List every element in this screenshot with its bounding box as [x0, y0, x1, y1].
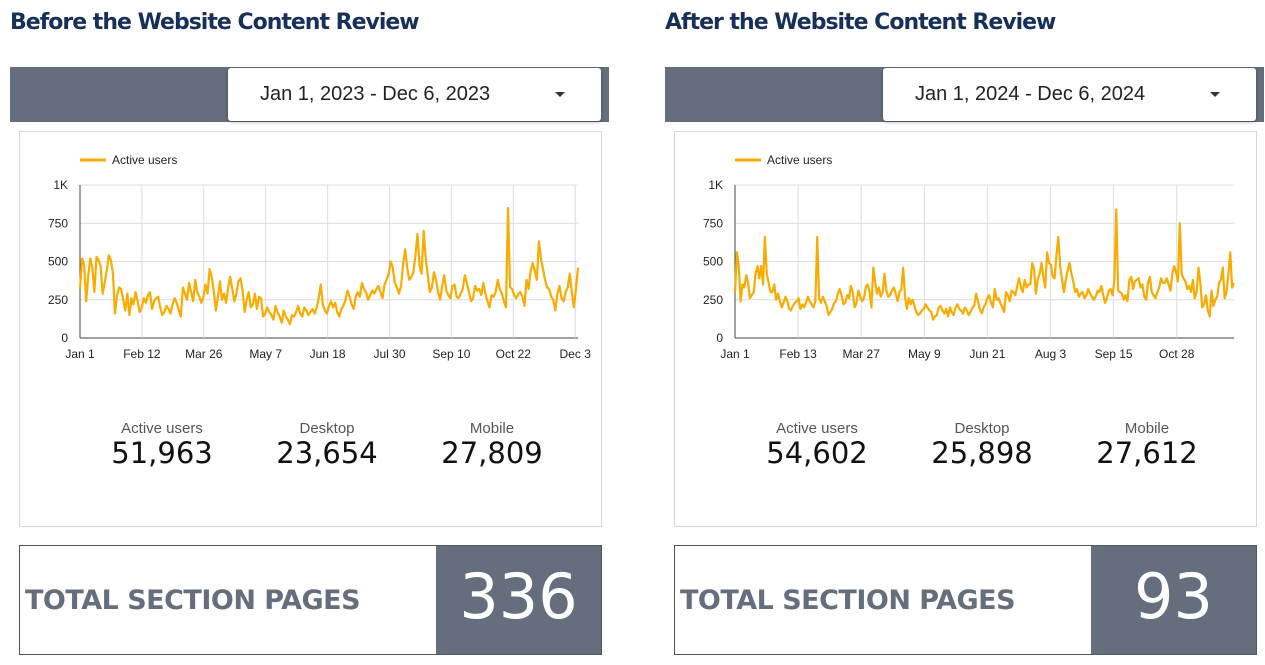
chevron-down-icon[interactable]	[1210, 92, 1220, 97]
y-tick-label: 250	[48, 293, 68, 307]
y-tick-label: 750	[48, 216, 68, 230]
x-tick-label: Mar 26	[185, 347, 223, 361]
y-tick-label: 750	[703, 216, 723, 230]
date-range-picker[interactable]: Jan 1, 2024 - Dec 6, 2024	[883, 68, 1256, 121]
scorecard-value: 54,602	[766, 436, 868, 470]
x-tick-label: May 7	[249, 347, 282, 361]
chart-card: Active users 0 250 500 750 1K Jan 1 Feb 12 Mar 2…	[19, 131, 602, 527]
active-users-line-chart: Active users 0 250 500 750 1K Jan 1 Feb 12 Mar 2…	[48, 153, 592, 361]
x-tick-label: Oct 22	[496, 347, 532, 361]
x-tick-label: Dec 3	[560, 347, 592, 361]
scorecard-value: 27,612	[1096, 436, 1198, 470]
total-value-box: 336	[436, 546, 601, 654]
total-section-pages-label: TOTAL SECTION PAGES	[25, 585, 361, 616]
total-section-pages-value: 336	[459, 560, 578, 633]
x-tick-label: Mar 27	[843, 347, 881, 361]
scorecard-value: 27,809	[441, 436, 543, 470]
x-tick-label: Jul 30	[373, 347, 405, 361]
panel-before: Before the Website Content Review Jan 1,…	[10, 0, 610, 665]
date-range-picker[interactable]: Jan 1, 2023 - Dec 6, 2023	[228, 68, 601, 121]
scorecard-active-users: Active users 51,963	[82, 420, 242, 470]
total-value-box: 93	[1091, 546, 1256, 654]
scorecard-mobile: Mobile 27,809	[412, 420, 572, 470]
active-users-line-chart: Active users 0 250 500 750 1K Jan 1 Feb 13 Mar 2…	[703, 153, 1236, 361]
x-tick-label: Sep 10	[432, 347, 470, 361]
total-section-pages-value: 93	[1134, 560, 1213, 633]
date-control-bar: Jan 1, 2024 - Dec 6, 2024	[665, 67, 1264, 122]
x-tick-label: Jan 1	[65, 347, 95, 361]
panel-title: Before the Website Content Review	[10, 10, 420, 35]
total-section-pages-label: TOTAL SECTION PAGES	[680, 585, 1016, 616]
scorecard-label: Desktop	[954, 420, 1010, 437]
date-control-bar: Jan 1, 2023 - Dec 6, 2023	[10, 67, 609, 122]
total-section-pages-card: TOTAL SECTION PAGES 336	[19, 545, 602, 655]
y-tick-label: 1K	[708, 178, 723, 192]
scorecard-label: Active users	[121, 420, 203, 437]
x-tick-label: Jun 21	[969, 347, 1005, 361]
scorecard-value: 25,898	[931, 436, 1033, 470]
x-tick-label: Jan 1	[720, 347, 750, 361]
panel-title: After the Website Content Review	[665, 10, 1056, 35]
scorecard-active-users: Active users 54,602	[737, 420, 897, 470]
date-range-value: Jan 1, 2024 - Dec 6, 2024	[915, 83, 1146, 105]
x-tick-label: Jun 18	[310, 347, 346, 361]
chart-card: Active users 0 250 500 750 1K Jan 1 Feb 13 Mar 2…	[674, 131, 1257, 527]
scorecard-desktop: Desktop 25,898	[902, 420, 1062, 470]
scorecard-mobile: Mobile 27,612	[1067, 420, 1227, 470]
panel-after: After the Website Content Review Jan 1, …	[665, 0, 1265, 665]
y-tick-label: 500	[703, 255, 723, 269]
scorecard-desktop: Desktop 23,654	[247, 420, 407, 470]
series-line-active-users	[78, 206, 580, 326]
total-section-pages-card: TOTAL SECTION PAGES 93	[674, 545, 1257, 655]
legend-label: Active users	[112, 153, 177, 167]
x-tick-label: Feb 12	[123, 347, 161, 361]
scorecard-label: Desktop	[299, 420, 355, 437]
scorecard-label: Mobile	[469, 420, 515, 437]
scorecard-label: Mobile	[1124, 420, 1170, 437]
y-tick-label: 500	[48, 255, 68, 269]
scorecard-value: 23,654	[276, 436, 378, 470]
chevron-down-icon[interactable]	[555, 92, 565, 97]
scorecard-value: 51,963	[111, 436, 213, 470]
y-tick-label: 1K	[53, 178, 68, 192]
x-tick-label: Feb 13	[779, 347, 817, 361]
scorecard-label: Active users	[776, 420, 858, 437]
x-tick-label: Aug 3	[1035, 347, 1067, 361]
scorecard-row: Active users 54,602 Desktop 25,898 Mobil…	[675, 420, 1256, 480]
x-tick-label: Sep 15	[1095, 347, 1133, 361]
x-tick-label: Oct 28	[1159, 347, 1195, 361]
date-range-value: Jan 1, 2023 - Dec 6, 2023	[260, 83, 491, 105]
legend-label: Active users	[767, 153, 832, 167]
y-tick-label: 250	[703, 293, 723, 307]
series-line-active-users	[733, 208, 1236, 321]
y-tick-label: 0	[61, 331, 68, 345]
y-tick-label: 0	[716, 331, 723, 345]
x-tick-label: May 9	[908, 347, 941, 361]
scorecard-row: Active users 51,963 Desktop 23,654 Mobil…	[20, 420, 601, 480]
